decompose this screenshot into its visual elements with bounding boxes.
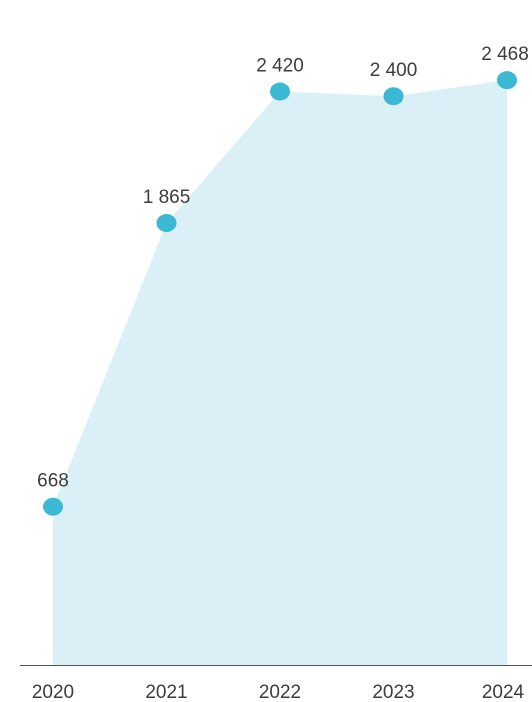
data-point-2021 (156, 214, 177, 233)
x-tick-label-2023: 2023 (372, 682, 414, 702)
data-point-2022 (270, 82, 290, 101)
data-label-2024: 2 468 (481, 44, 529, 65)
data-labels: 668 1 865 2 420 2 400 2 468 (37, 44, 529, 492)
data-label-2022: 2 420 (256, 56, 304, 77)
x-tick-label-2020: 2020 (32, 682, 74, 702)
area-fill (53, 80, 507, 666)
x-tick-label-2021: 2021 (145, 682, 187, 702)
data-label-2021: 1 865 (143, 187, 191, 208)
data-label-2023: 2 400 (370, 60, 418, 81)
data-point-2023 (383, 87, 404, 106)
data-point-2020 (43, 497, 63, 516)
data-point-2024 (497, 71, 517, 90)
x-tick-label-2024: 2024 (482, 682, 525, 702)
data-label-2020: 668 (37, 471, 69, 492)
data-markers (43, 71, 517, 516)
x-tick-labels: 2020 2021 2022 2023 2024 (32, 682, 525, 702)
x-tick-label-2022: 2022 (259, 682, 301, 702)
